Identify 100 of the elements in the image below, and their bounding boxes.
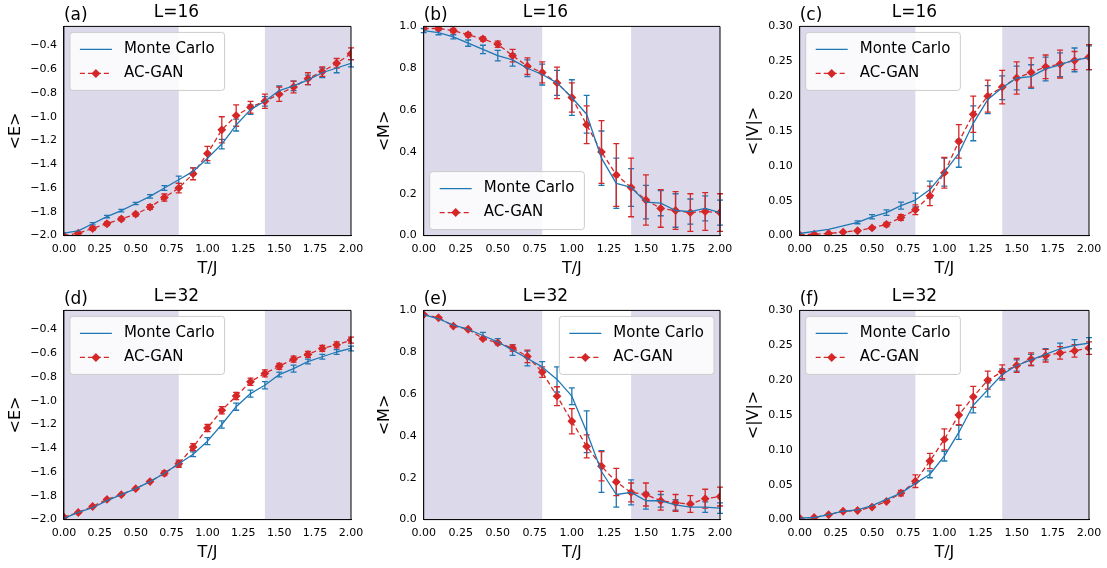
x-tick-label: 1.50 [1004,526,1029,540]
y-tick-label: −1.6 [30,180,57,194]
legend-label: Monte Carlo [613,323,705,342]
legend-label: Monte Carlo [483,178,575,197]
y-tick-label: −0.8 [30,369,57,383]
legend-label: Monte Carlo [859,323,951,342]
y-tick-label: 0.0 [399,228,417,242]
y-tick-label: −1.2 [30,133,57,147]
x-tick-label: 1.50 [266,242,292,256]
x-tick-label: 0.00 [51,526,77,540]
y-tick-label: 0.20 [768,88,793,102]
y-axis-title: <E> [4,396,24,434]
y-tick-label: −1.8 [30,204,57,218]
chart-title: L=16 [522,0,569,21]
y-tick-label: 0.15 [768,407,793,421]
y-tick-label: −1.2 [30,417,57,431]
x-tick-label: 0.00 [51,242,77,256]
x-axis-title: T/J [196,541,218,561]
y-tick-label: 0.15 [768,123,793,137]
x-tick-label: 0.25 [448,242,473,256]
y-tick-label: 0.30 [768,303,793,317]
legend-label: AC-GAN [123,63,184,82]
x-tick-label: 0.50 [485,526,511,540]
x-tick-label: 0.75 [159,242,184,256]
x-tick-label: 0.00 [411,526,436,540]
legend-label: AC-GAN [123,347,184,366]
y-tick-label: 0.8 [399,61,417,75]
chart-title: L=32 [522,284,569,305]
x-tick-label: 1.00 [932,242,957,256]
y-tick-label: 0.10 [768,158,793,172]
x-axis-title: T/J [196,257,218,277]
chart-title: L=16 [153,0,200,21]
x-tick-label: 0.25 [87,526,113,540]
x-tick-label: 0.75 [895,242,921,256]
text: (f) [799,288,819,309]
y-tick-label: −2.0 [30,512,57,526]
y-tick-label: 0.4 [399,428,417,442]
y-tick-label: 0.2 [399,470,417,484]
x-tick-label: 0.75 [895,526,921,540]
legend-label: Monte Carlo [859,39,951,58]
legend-label: AC-GAN [859,347,920,366]
x-tick-label: 1.00 [195,526,220,540]
x-tick-label: 1.25 [968,526,993,540]
x-tick-label: 2.00 [1076,242,1102,256]
y-axis-title: <M> [373,394,393,436]
x-axis-title: T/J [560,257,582,277]
x-tick-label: 0.00 [411,242,436,256]
x-tick-label: 0.25 [87,242,113,256]
y-tick-label: −0.6 [30,62,57,76]
x-tick-label: 1.50 [266,526,292,540]
y-axis-title: <|V|> [742,390,762,440]
y-tick-label: −1.4 [30,441,57,455]
y-tick-label: 1.0 [399,303,417,317]
y-tick-label: 0.25 [768,54,793,68]
x-tick-label: 0.50 [859,242,885,256]
text: (b) [423,4,448,25]
x-tick-label: 2.00 [707,242,733,256]
y-tick-label: 1.0 [399,19,417,33]
x-tick-label: 0.25 [823,526,849,540]
x-tick-label: 1.00 [932,526,957,540]
y-tick-label: −0.4 [30,322,57,336]
x-tick-label: 1.25 [231,242,256,256]
y-tick-label: −2.0 [30,228,57,242]
y-tick-label: −1.4 [30,157,57,171]
text: (e) [423,288,448,309]
y-tick-label: −1.8 [30,488,57,502]
y-tick-label: 0.6 [399,386,417,400]
y-tick-label: 0.00 [768,512,793,526]
y-tick-label: −0.8 [30,85,57,99]
y-tick-label: 0.2 [399,186,417,200]
x-tick-label: 1.25 [968,242,993,256]
y-tick-label: 0.0 [399,512,417,526]
x-tick-label: 1.25 [596,242,622,256]
y-tick-label: −1.0 [30,109,57,123]
y-tick-label: −0.4 [30,38,57,52]
legend-label: AC-GAN [613,347,673,366]
x-tick-label: 1.25 [596,526,622,540]
text: (d) [63,288,88,309]
y-tick-label: −0.6 [30,346,57,360]
y-tick-label: 0.25 [768,338,793,352]
x-tick-label: 2.00 [338,526,364,540]
y-axis-title: <M> [373,110,393,152]
y-tick-label: 0.8 [399,345,417,359]
chart-title: L=32 [153,284,200,305]
text: (c) [799,4,823,25]
x-axis-title: T/J [560,541,582,561]
text: (a) [63,4,88,25]
x-tick-label: 2.00 [338,242,364,256]
y-tick-label: 0.00 [768,228,793,242]
x-tick-label: 1.00 [559,526,585,540]
x-tick-label: 0.50 [123,242,148,256]
x-tick-label: 1.50 [633,242,659,256]
legend-label: Monte Carlo [123,323,215,342]
y-tick-label: −1.0 [30,393,57,407]
x-tick-label: 1.25 [231,526,256,540]
x-tick-label: 1.00 [559,242,585,256]
y-axis-title: <E> [4,112,24,150]
x-tick-label: 2.00 [1076,526,1102,540]
x-tick-label: 1.75 [670,526,696,540]
x-tick-label: 0.25 [448,526,473,540]
